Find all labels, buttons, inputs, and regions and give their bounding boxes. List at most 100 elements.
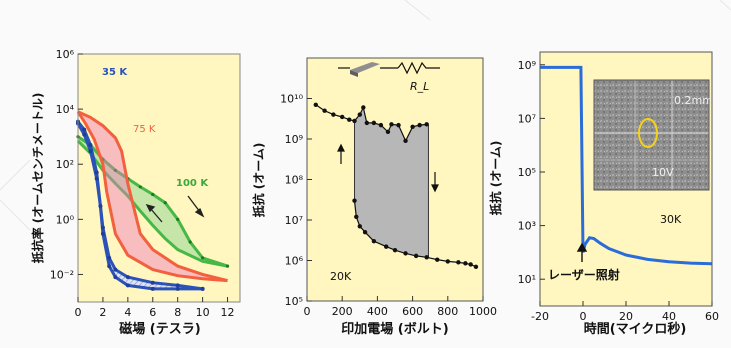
y-axis-label: 抵抗率 (オームセンチメートル) bbox=[30, 93, 45, 264]
data-point bbox=[378, 122, 384, 128]
data-point bbox=[98, 204, 103, 209]
data-point bbox=[82, 127, 87, 132]
data-point bbox=[150, 280, 155, 285]
x-tick-label: 20 bbox=[619, 310, 633, 323]
x-tick-label: 200 bbox=[332, 305, 353, 318]
data-point bbox=[331, 112, 336, 117]
data-point bbox=[313, 102, 318, 107]
data-point bbox=[138, 185, 142, 189]
y-tick-label: 10⁹ bbox=[285, 133, 303, 146]
x-tick-label: 10 bbox=[196, 306, 210, 319]
annotation-100k: 100 K bbox=[176, 178, 209, 189]
data-point bbox=[100, 225, 105, 230]
data-point bbox=[107, 255, 112, 260]
y-tick-label: 10⁸ bbox=[285, 174, 304, 187]
y-tick-label: 10³ bbox=[518, 220, 536, 233]
data-point bbox=[322, 108, 327, 113]
resistor-label: R_L bbox=[410, 80, 429, 93]
y-tick-label: 10⁴ bbox=[56, 103, 75, 116]
voltage-label: 10V bbox=[652, 166, 674, 179]
arrow-down-right-icon bbox=[187, 195, 205, 218]
data-point bbox=[163, 201, 167, 205]
data-point bbox=[176, 217, 180, 221]
x-tick-label: 2 bbox=[99, 306, 106, 319]
arrow-down-icon bbox=[431, 172, 439, 193]
data-point bbox=[384, 244, 389, 249]
data-point bbox=[456, 260, 461, 265]
laser-label: レーザー照射 bbox=[548, 267, 620, 282]
data-point bbox=[94, 176, 99, 181]
x-tick-label: 40 bbox=[662, 310, 676, 323]
scale-label: 0.2mm bbox=[674, 94, 713, 107]
y-tick-label: 10⁶ bbox=[285, 255, 304, 268]
y-tick-label: 10¹⁰ bbox=[280, 93, 303, 106]
data-point bbox=[403, 251, 408, 256]
data-point bbox=[468, 262, 473, 267]
data-point bbox=[82, 132, 87, 137]
series-line bbox=[77, 110, 228, 283]
y-tick-label: 10⁰ bbox=[56, 213, 75, 226]
laser-spot-marker bbox=[638, 118, 658, 148]
data-point bbox=[88, 142, 93, 147]
data-point bbox=[107, 264, 112, 269]
x-tick-label: 800 bbox=[437, 305, 458, 318]
annotation-75k: 75 K bbox=[133, 124, 156, 135]
y-tick-label: 10⁻² bbox=[50, 268, 74, 281]
y-tick-label: 10⁵ bbox=[285, 295, 303, 308]
data-point bbox=[151, 192, 155, 197]
data-point bbox=[371, 120, 377, 126]
y-tick-label: 10⁹ bbox=[518, 59, 536, 72]
data-point bbox=[352, 198, 357, 203]
data-point bbox=[424, 255, 429, 260]
data-point bbox=[150, 286, 155, 291]
data-point bbox=[100, 231, 105, 236]
x-tick-label: 6 bbox=[149, 306, 156, 319]
y-tick-label: 10² bbox=[56, 158, 74, 171]
data-point bbox=[403, 138, 408, 144]
y-axis-label: 抵抗 (オーム) bbox=[251, 143, 266, 218]
data-point bbox=[410, 124, 415, 130]
y-axis-label: 抵抗 (オーム) bbox=[488, 141, 503, 216]
data-point bbox=[396, 122, 401, 128]
x-axis-label: 時間(マイクロ秒) bbox=[584, 321, 687, 337]
load-resistor-schematic bbox=[338, 61, 440, 77]
data-point bbox=[361, 105, 366, 110]
data-point bbox=[371, 238, 377, 244]
x-tick-label: 1000 bbox=[469, 305, 497, 318]
temperature-label: 30K bbox=[660, 213, 682, 226]
y-tick-label: 10⁶ bbox=[56, 48, 75, 61]
data-point bbox=[94, 170, 99, 175]
data-point bbox=[417, 122, 422, 128]
data-point bbox=[473, 264, 479, 269]
series-line bbox=[353, 200, 477, 268]
x-tick-label: 400 bbox=[367, 305, 388, 318]
data-point bbox=[413, 253, 419, 259]
series-line bbox=[540, 65, 713, 266]
data-point bbox=[385, 129, 391, 135]
arrow-up-icon bbox=[337, 143, 345, 164]
background-decoration bbox=[0, 0, 731, 231]
plot-frame bbox=[77, 53, 241, 303]
hysteresis-area bbox=[78, 111, 228, 281]
data-point bbox=[347, 117, 352, 122]
data-point bbox=[88, 149, 93, 154]
x-tick-label: 60 bbox=[705, 310, 719, 323]
data-point bbox=[352, 118, 357, 124]
data-point bbox=[445, 259, 450, 264]
x-tick-label: 8 bbox=[174, 306, 181, 319]
x-tick-label: 0 bbox=[304, 305, 311, 318]
data-point bbox=[113, 168, 117, 172]
series-line bbox=[76, 110, 228, 283]
data-point bbox=[125, 275, 130, 280]
data-point bbox=[389, 122, 394, 127]
data-point bbox=[188, 240, 192, 244]
data-point bbox=[113, 275, 118, 280]
sample-micrograph-inset: 0.2mm 10V bbox=[593, 79, 713, 191]
data-point bbox=[200, 286, 205, 291]
y-tick-label: 10⁷ bbox=[518, 112, 536, 125]
temperature-label: 20K bbox=[330, 270, 352, 283]
data-point bbox=[364, 120, 370, 126]
data-point bbox=[113, 267, 118, 272]
data-point bbox=[392, 247, 398, 253]
